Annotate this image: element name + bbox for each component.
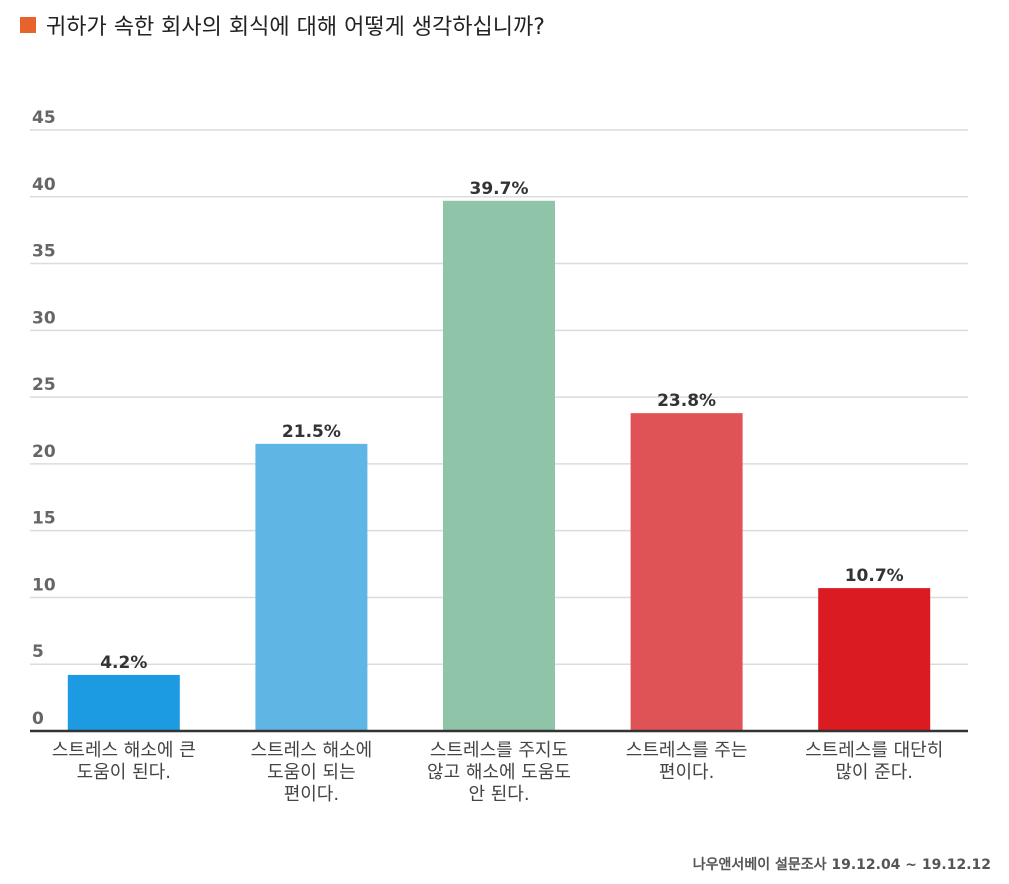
category-label: 스트레스를 주지도 — [430, 740, 568, 761]
title-marker-icon — [20, 17, 36, 33]
category-label: 스트레스를 주는 — [626, 740, 748, 761]
chart-title: 귀하가 속한 회사의 회식에 대해 어떻게 생각하십니까? — [46, 15, 545, 40]
source-note: 나우앤서베이 설문조사 19.12.04 ~ 19.12.12 — [692, 857, 991, 873]
bar — [67, 674, 180, 731]
data-label: 10.7% — [845, 566, 904, 586]
bars — [67, 200, 931, 732]
y-tick-label: 20 — [32, 442, 56, 462]
chart-title-row: 귀하가 속한 회사의 회식에 대해 어떻게 생각하십니까? — [20, 10, 545, 40]
data-label: 23.8% — [657, 391, 716, 411]
category-label: 편이다. — [284, 784, 339, 805]
category-label: 도움이 된다. — [77, 762, 171, 783]
data-label: 4.2% — [100, 653, 147, 673]
y-axis-ticks: 0 5 10 15 20 25 30 35 40 45 — [32, 108, 56, 729]
category-label: 스트레스를 대단히 — [805, 740, 943, 761]
bar — [818, 588, 931, 731]
y-tick-label: 25 — [32, 375, 56, 395]
y-tick-label: 35 — [32, 242, 56, 262]
category-label: 많이 준다. — [835, 762, 913, 783]
data-label: 39.7% — [470, 179, 529, 199]
y-tick-label: 15 — [32, 509, 56, 529]
category-label: 안 된다. — [468, 784, 529, 805]
category-label: 도움이 되는 — [267, 762, 356, 783]
bar — [630, 413, 743, 731]
category-label: 편이다. — [659, 762, 714, 783]
y-tick-label: 0 — [32, 709, 44, 729]
y-tick-label: 10 — [32, 575, 56, 595]
category-label: 스트레스 해소에 큰 — [52, 740, 196, 761]
category-label: 스트레스 해소에 — [251, 740, 373, 761]
y-tick-label: 45 — [32, 108, 56, 128]
bar — [255, 443, 368, 731]
data-labels: 4.2% 21.5% 39.7% 23.8% 10.7% — [100, 179, 903, 673]
y-tick-label: 40 — [32, 175, 56, 195]
y-tick-label: 5 — [32, 642, 44, 662]
data-label: 21.5% — [282, 422, 341, 442]
y-tick-label: 30 — [32, 308, 56, 328]
bar — [443, 200, 555, 732]
category-label: 않고 해소에 도움도 — [427, 762, 571, 783]
